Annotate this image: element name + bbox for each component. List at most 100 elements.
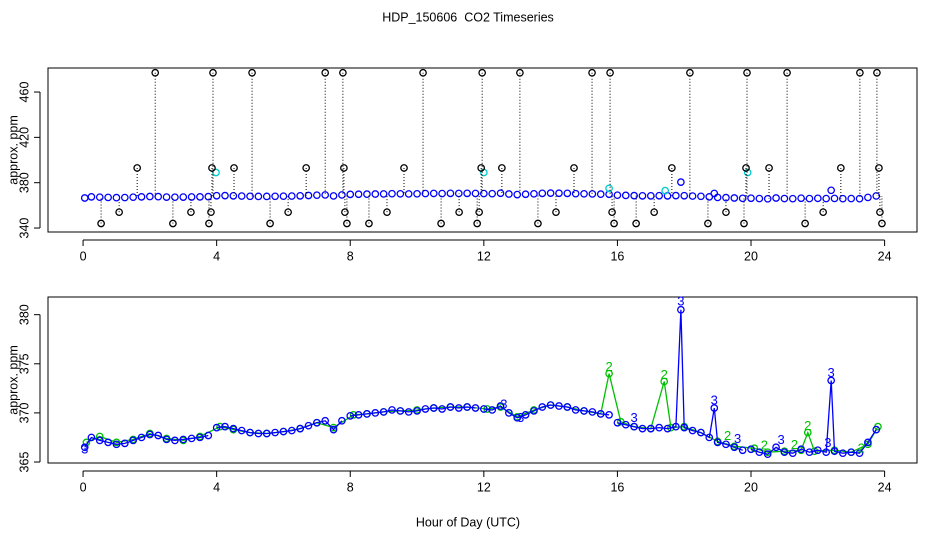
point	[546, 401, 555, 409]
point	[312, 418, 321, 427]
point	[755, 194, 764, 203]
point	[730, 194, 739, 202]
point	[530, 189, 538, 198]
point	[813, 446, 822, 455]
point	[827, 186, 836, 195]
point	[605, 411, 613, 419]
point	[750, 444, 759, 453]
point	[120, 439, 129, 448]
point	[204, 192, 213, 201]
point	[154, 192, 163, 201]
point	[663, 424, 672, 433]
x-tick-label: 20	[744, 249, 758, 263]
point	[340, 164, 348, 172]
series-line	[86, 373, 879, 453]
point	[580, 189, 588, 198]
point-annotation: 3	[824, 435, 831, 450]
x-tick-label: 12	[477, 249, 491, 263]
series-line	[84, 309, 877, 455]
point	[713, 193, 722, 202]
point-annotation: 3	[631, 410, 638, 425]
point	[208, 164, 216, 172]
point	[196, 193, 204, 201]
point	[813, 194, 822, 203]
point	[530, 407, 538, 415]
point	[668, 164, 676, 172]
point-annotation: 2	[761, 438, 768, 453]
point	[129, 193, 138, 202]
point	[588, 408, 597, 416]
point	[413, 189, 421, 198]
point	[697, 192, 705, 201]
x-tick-label: 4	[213, 249, 220, 263]
point	[279, 192, 288, 201]
point	[655, 423, 664, 432]
point	[705, 193, 714, 201]
point	[304, 191, 313, 200]
point	[688, 426, 697, 435]
point	[266, 219, 274, 228]
point	[230, 164, 238, 172]
point	[830, 447, 839, 456]
point	[638, 191, 647, 200]
point	[730, 443, 739, 452]
x-tick-label: 0	[80, 249, 87, 263]
x-tick-label: 4	[213, 480, 220, 494]
point	[580, 407, 588, 415]
point	[704, 219, 712, 228]
point	[876, 208, 884, 217]
point	[104, 193, 112, 202]
point	[797, 445, 805, 454]
point	[473, 219, 482, 228]
point	[538, 189, 547, 198]
point	[302, 164, 311, 172]
point	[875, 164, 883, 172]
point	[646, 424, 655, 433]
point	[571, 406, 580, 414]
point	[613, 191, 622, 200]
point	[513, 190, 522, 199]
point-annotation: 2	[804, 418, 811, 433]
point	[212, 423, 221, 432]
point	[248, 68, 256, 77]
x-axis-label: Hour of Day (UTC)	[416, 515, 520, 529]
point	[710, 404, 719, 412]
point	[471, 404, 480, 412]
x-tick-label: 0	[80, 480, 87, 494]
point	[246, 428, 254, 437]
point	[287, 426, 296, 435]
point	[204, 431, 213, 440]
point	[505, 190, 513, 198]
point	[162, 435, 171, 444]
point	[677, 178, 685, 186]
point	[780, 194, 789, 203]
point	[207, 208, 215, 217]
point	[570, 164, 578, 172]
point	[740, 219, 748, 228]
point	[87, 193, 96, 201]
point	[680, 191, 689, 200]
point	[661, 186, 670, 195]
point	[613, 418, 622, 427]
point	[697, 428, 705, 437]
point	[229, 424, 238, 433]
point	[396, 407, 405, 415]
point	[179, 193, 188, 201]
point	[788, 449, 797, 458]
point	[284, 208, 292, 217]
point	[179, 435, 188, 444]
point	[873, 68, 881, 77]
y-axis-label: approx. ppm	[6, 115, 20, 184]
point	[839, 449, 847, 458]
point	[365, 219, 373, 228]
point	[162, 193, 171, 201]
point	[95, 436, 104, 445]
point	[563, 403, 572, 411]
point	[605, 369, 613, 378]
x-tick-label: 24	[878, 480, 892, 494]
point	[864, 438, 872, 447]
point	[488, 406, 497, 414]
point	[546, 189, 555, 197]
point	[438, 405, 446, 413]
